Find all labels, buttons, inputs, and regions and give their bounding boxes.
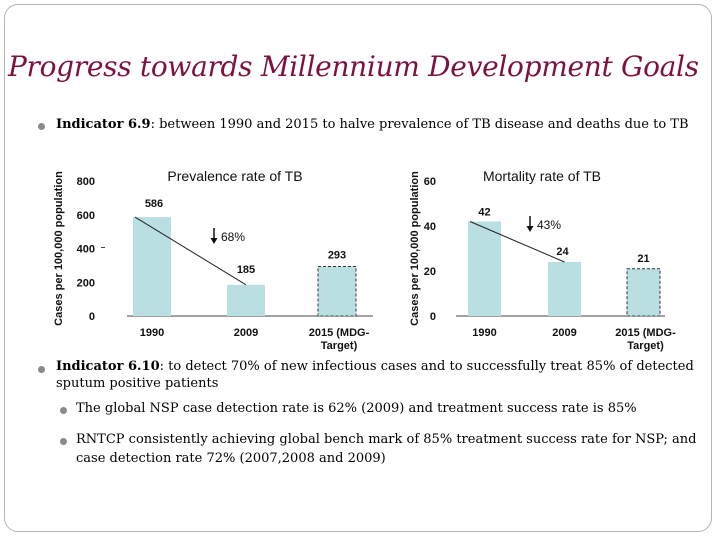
sub-bullet-detection-rate: The global NSP case detection rate is 62… bbox=[76, 401, 637, 416]
data-label: 42 bbox=[478, 207, 490, 219]
bullet-dot bbox=[60, 407, 67, 414]
target-bar bbox=[626, 268, 661, 317]
data-label: 185 bbox=[237, 264, 255, 276]
slide-title: Progress towards Millennium Development … bbox=[8, 50, 699, 83]
reduction-annotation: 43% bbox=[537, 218, 561, 232]
x-tick-label: 1990 bbox=[140, 327, 164, 339]
y-axis-label: Cases per 100,000 population bbox=[409, 171, 421, 326]
data-label: 293 bbox=[328, 250, 346, 262]
y-tick-label: 400 bbox=[77, 244, 95, 256]
reduction-annotation: 68% bbox=[221, 230, 245, 244]
y-axis-label: Cases per 100,000 population bbox=[53, 171, 65, 326]
sub-bullet-rntcp: RNTCP consistently achieving global benc… bbox=[76, 432, 697, 447]
y-tick-label: 0 bbox=[430, 311, 436, 323]
y-tick-label: 20 bbox=[424, 266, 436, 278]
data-bar bbox=[227, 284, 265, 316]
data-bar bbox=[133, 217, 171, 316]
x-tick-label: 2015 (MDG- bbox=[309, 327, 370, 339]
data-label: 24 bbox=[556, 246, 569, 258]
chart-title: Prevalence rate of TB bbox=[167, 168, 302, 184]
target-bar bbox=[317, 266, 357, 317]
indicator-6-10-desc-cont: sputum positive patients bbox=[56, 376, 219, 391]
x-tick-label: 2009 bbox=[552, 327, 576, 339]
y-tick-label: 40 bbox=[424, 221, 436, 233]
data-label: 21 bbox=[637, 253, 649, 265]
x-tick-label: 2009 bbox=[234, 327, 258, 339]
indicator-6-10-label: Indicator 6.10 bbox=[56, 359, 160, 374]
bullet-dot bbox=[38, 123, 45, 130]
down-arrow-icon bbox=[210, 238, 218, 244]
data-label: 586 bbox=[145, 198, 163, 210]
indicator-6-9-desc: : between 1990 and 2015 to halve prevale… bbox=[150, 117, 689, 132]
mortality-chart: Mortality rate of TB Cases per 100,000 po… bbox=[409, 168, 676, 352]
indicator-6-10-desc: : to detect 70% of new infectious cases … bbox=[159, 359, 694, 374]
x-tick-label: 2015 (MDG- bbox=[615, 327, 676, 339]
trend-line bbox=[469, 221, 565, 263]
y-tick-label: 0 bbox=[89, 311, 95, 323]
data-bar bbox=[468, 221, 501, 316]
bullet-dot bbox=[38, 366, 45, 373]
prevalence-chart: Prevalence rate of TB Cases per 100,000 p… bbox=[53, 168, 373, 352]
chart-title: Mortality rate of TB bbox=[483, 168, 601, 184]
bullet-dot bbox=[60, 438, 67, 445]
y-tick-label: 60 bbox=[424, 176, 436, 188]
trend-line bbox=[134, 216, 247, 286]
x-tick-label: Target) bbox=[321, 340, 358, 352]
y-tick-label: 600 bbox=[77, 210, 95, 222]
indicator-6-10-text: Indicator 6.10: to detect 70% of new inf… bbox=[56, 359, 694, 374]
y-tick-label: 200 bbox=[77, 277, 95, 289]
down-arrow-icon bbox=[526, 226, 534, 232]
indicator-6-9-text: Indicator 6.9: between 1990 and 2015 to … bbox=[56, 117, 689, 132]
slide-frame bbox=[4, 4, 712, 532]
x-tick-label: Target) bbox=[627, 340, 664, 352]
data-bar bbox=[548, 262, 581, 316]
sub-bullet-rntcp-cont: case detection rate 72% (2007,2008 and 2… bbox=[76, 451, 386, 466]
indicator-6-9-label: Indicator 6.9 bbox=[56, 117, 151, 132]
x-tick-label: 1990 bbox=[472, 327, 496, 339]
y-tick-label: 800 bbox=[77, 176, 95, 188]
